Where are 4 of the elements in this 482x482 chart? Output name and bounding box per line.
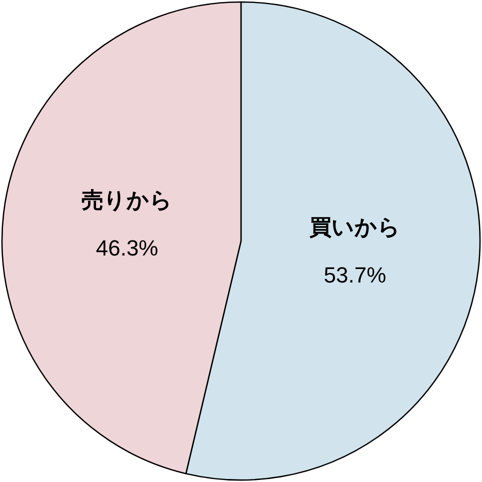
data-label: 53.7% xyxy=(324,262,386,288)
data-label: 46.3% xyxy=(96,236,158,261)
slice-label: 買いから xyxy=(308,214,400,240)
slice-label: 売りから xyxy=(82,188,173,213)
